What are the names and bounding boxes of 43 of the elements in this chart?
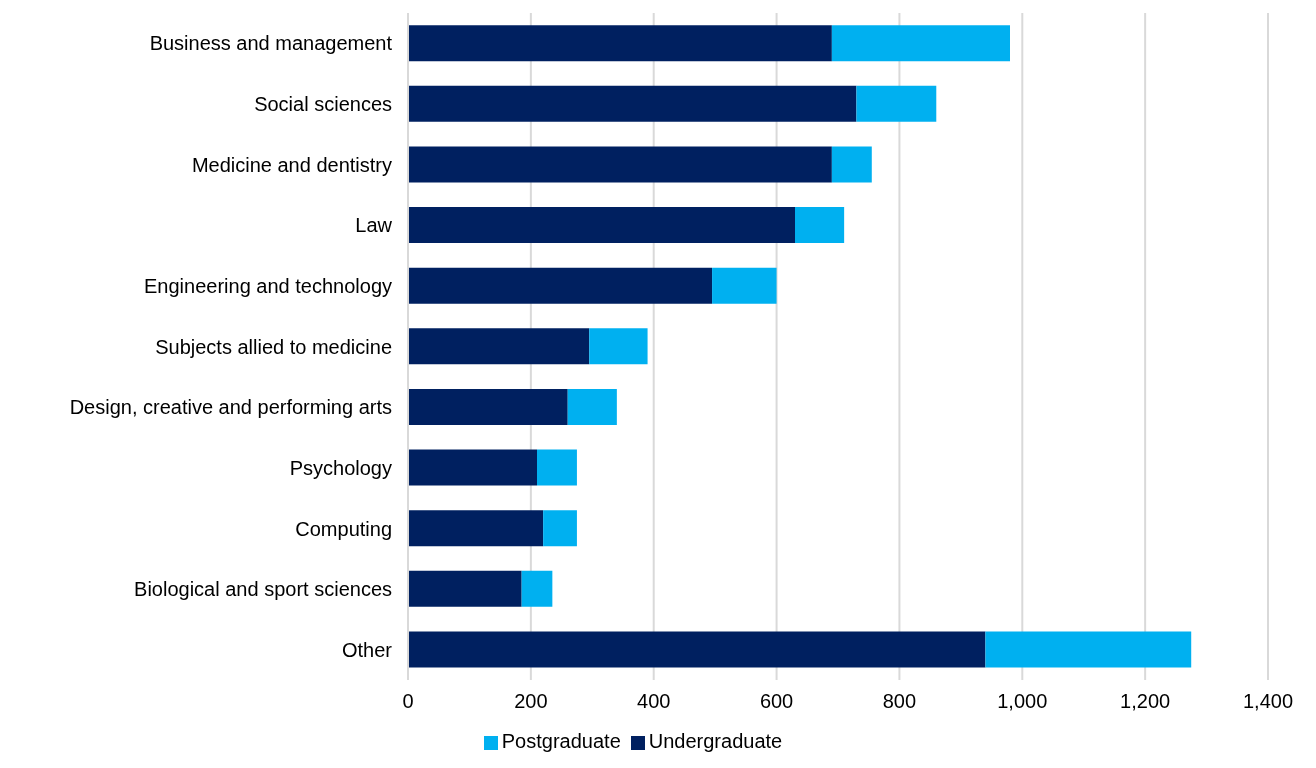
bar — [408, 25, 832, 62]
bar — [521, 570, 553, 607]
bar — [985, 631, 1192, 668]
y-tick-label: Business and management — [149, 32, 393, 55]
y-tick-label: Subjects allied to medicine — [155, 335, 392, 358]
legend-label: Postgraduate — [501, 730, 621, 752]
bar — [543, 510, 577, 547]
bar — [408, 85, 857, 122]
x-tick-label: 200 — [514, 690, 548, 713]
bar — [856, 85, 937, 122]
bar — [831, 25, 1010, 62]
legend-label: Undergraduate — [648, 730, 783, 752]
x-tick-label: 1,400 — [1242, 690, 1294, 713]
x-tick-label: 600 — [759, 690, 794, 713]
y-tick-label: Computing — [295, 517, 392, 540]
bar — [537, 449, 577, 486]
y-tick-label: Design, creative and performing arts — [69, 396, 392, 419]
x-tick-label: 0 — [402, 690, 414, 713]
bar — [408, 267, 713, 304]
bar — [408, 207, 795, 244]
bar — [408, 449, 537, 486]
bar — [567, 388, 617, 425]
x-tick-label: 800 — [882, 690, 917, 713]
bar — [408, 388, 568, 425]
bar — [712, 267, 777, 304]
bar — [408, 510, 544, 547]
x-tick-label: 400 — [637, 690, 671, 713]
bar — [589, 328, 648, 365]
x-tick-label: 1,000 — [997, 690, 1048, 713]
bar — [795, 207, 845, 244]
bar — [408, 570, 522, 607]
y-tick-label: Other — [341, 638, 393, 661]
y-tick-label: Biological and sport sciences — [134, 578, 392, 601]
x-tick-label: 1,200 — [1120, 690, 1171, 713]
bar — [408, 146, 832, 183]
y-tick-label: Psychology — [289, 456, 392, 479]
bar — [831, 146, 872, 183]
bar — [408, 328, 590, 365]
bar — [408, 631, 986, 668]
y-tick-label: Social sciences — [254, 93, 392, 116]
y-tick-label: Medicine and dentistry — [191, 153, 392, 176]
y-tick-label: Law — [355, 214, 393, 237]
y-tick-label: Engineering and technology — [144, 274, 392, 297]
